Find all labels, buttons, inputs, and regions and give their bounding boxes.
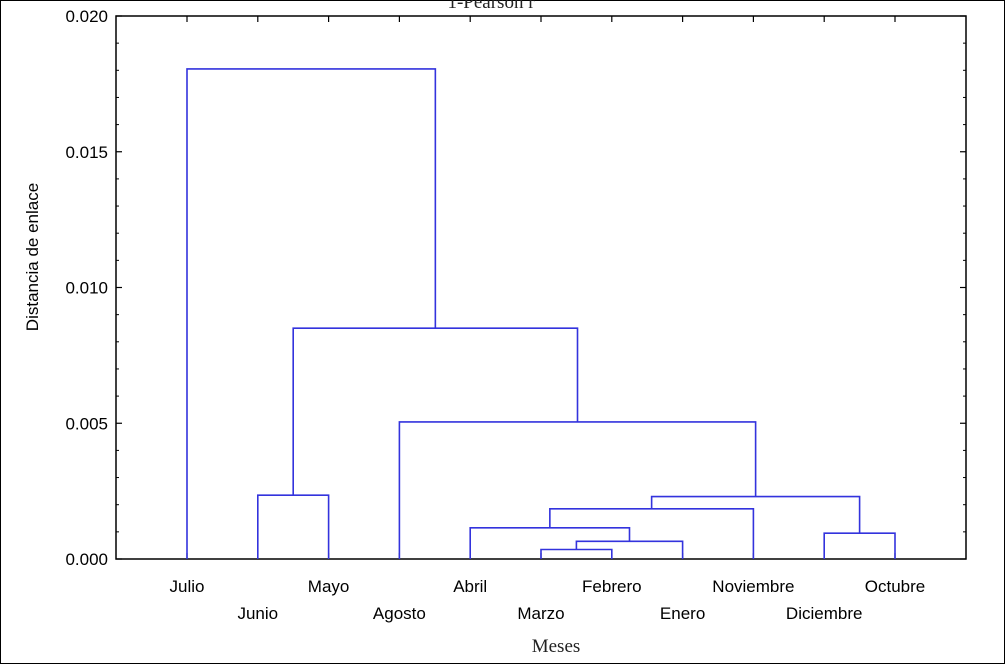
dendrogram-link <box>292 327 579 496</box>
leaf-label: Abril <box>453 577 487 596</box>
y-tick-label: 0.000 <box>65 550 108 569</box>
leaf-label: Julio <box>170 577 205 596</box>
dendrogram-link <box>549 507 755 559</box>
dendrogram-link <box>650 495 861 534</box>
leaf-label: Mayo <box>308 577 350 596</box>
leaf-label: Junio <box>237 604 278 623</box>
dendrogram-link <box>540 548 613 559</box>
y-tick-label: 0.005 <box>65 414 108 433</box>
dendrogram-link <box>398 421 757 559</box>
chart-title: 1-Pearson r <box>447 0 535 13</box>
plot-area-border <box>115 15 967 560</box>
leaf-label: Agosto <box>373 604 426 623</box>
y-tick-label: 0.020 <box>65 7 108 26</box>
leaf-labels: Julio Junio Mayo Agosto Abril Marzo Febrero Ene… <box>170 577 926 623</box>
dendrogram-link <box>823 532 896 559</box>
leaf-label: Diciembre <box>786 604 863 623</box>
dendrogram-link <box>257 494 330 559</box>
y-tick-label: 0.015 <box>65 143 108 162</box>
y-axis-ticks: 0.000 0.005 0.010 0.015 0.020 <box>65 7 966 569</box>
leaf-label: Marzo <box>517 604 564 623</box>
dendrogram-links <box>186 68 896 559</box>
dendrogram-link <box>469 526 631 559</box>
leaf-label: Octubre <box>865 577 925 596</box>
leaf-label: Febrero <box>582 577 642 596</box>
x-axis-label: Meses <box>532 636 581 657</box>
leaf-label: Enero <box>660 604 705 623</box>
y-tick-label: 0.010 <box>65 279 108 298</box>
leaf-label: Noviembre <box>712 577 794 596</box>
dendrogram-link <box>186 68 437 559</box>
y-axis-label: Distancia de enlace <box>23 183 42 331</box>
